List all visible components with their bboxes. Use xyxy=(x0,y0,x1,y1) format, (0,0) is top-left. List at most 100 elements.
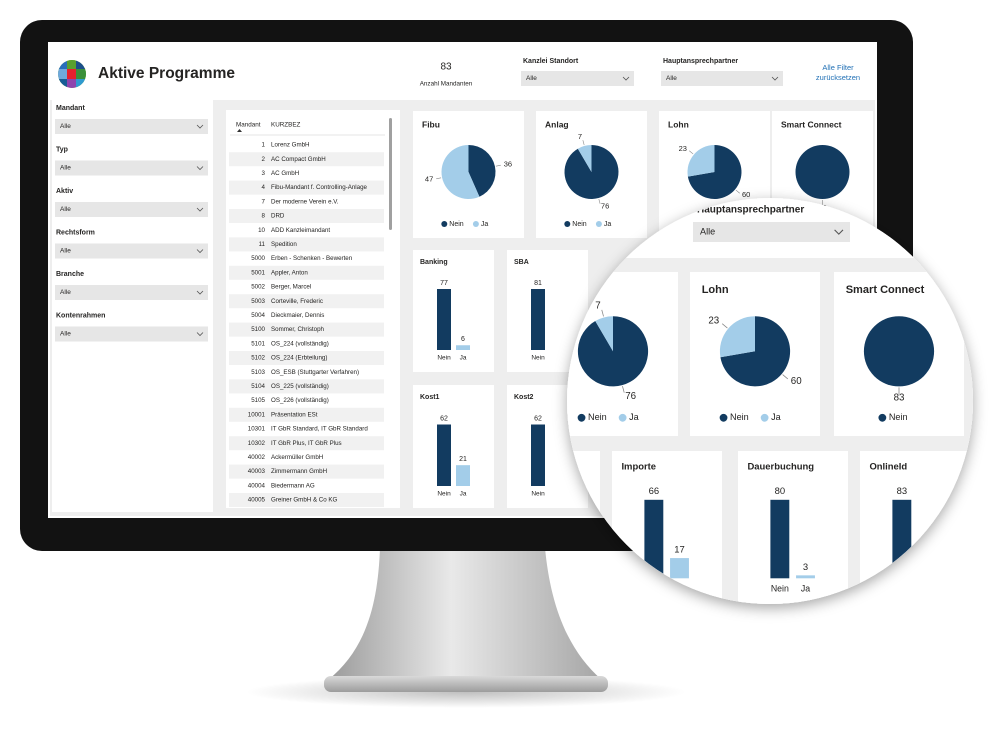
dropdown-box[interactable] xyxy=(55,160,208,176)
pie-slice xyxy=(720,316,791,387)
row-stripe xyxy=(229,436,384,451)
label-leader xyxy=(689,150,694,155)
chart-title: OnlineId xyxy=(869,462,907,473)
x-tick-label: Nein xyxy=(771,583,789,593)
x-tick-label: Ja xyxy=(801,583,810,593)
sidebar-filter-label: Aktiv xyxy=(56,188,73,195)
cell-name: Dieckmaier, Dennis xyxy=(271,312,324,319)
pie-slice xyxy=(863,316,935,387)
cell-name: Fibu-Mandant f. Controlling-Anlage xyxy=(271,184,368,191)
cell-number: 5102 xyxy=(251,355,265,362)
dropdown-box[interactable] xyxy=(661,71,783,86)
legend-label: Nein xyxy=(449,221,464,228)
cell-number: 3 xyxy=(262,170,266,177)
data-label: 62 xyxy=(440,415,448,422)
cell-name: IT GbR Plus, IT GbR Plus xyxy=(271,440,342,447)
label-leader xyxy=(436,177,442,180)
chart-title: Smart Connect xyxy=(846,284,925,296)
chevron xyxy=(196,290,204,295)
dropdown-box[interactable] xyxy=(55,326,208,342)
cell-number: 5003 xyxy=(251,298,265,305)
pie-slice xyxy=(564,145,619,199)
data-label: 23 xyxy=(679,144,687,153)
cell-name: Corteville, Frederic xyxy=(271,298,323,305)
data-label: 17 xyxy=(674,544,685,555)
filter-label: Hauptansprechpartner xyxy=(663,58,738,65)
data-label: 36 xyxy=(504,160,512,169)
chart-title: Dauerbuchung xyxy=(747,462,814,473)
cell-name: Lorenz GmbH xyxy=(271,142,310,149)
card xyxy=(738,451,848,604)
cell-number: 10001 xyxy=(248,411,266,418)
legend-swatch xyxy=(441,221,448,227)
legend-label: Ja xyxy=(481,221,489,228)
dropdown[interactable]: Alle xyxy=(521,71,634,86)
logo xyxy=(58,60,86,88)
dropdown[interactable]: Alle xyxy=(55,119,208,134)
monitor-base xyxy=(324,676,608,692)
x-tick-label: Nein xyxy=(437,355,451,362)
legend-label: Nein xyxy=(889,412,908,422)
data-label: 23 xyxy=(708,316,719,327)
reset-filters-link[interactable]: Alle Filter zurücksetzen xyxy=(815,63,861,82)
legend-swatch xyxy=(618,413,627,422)
pie-slice xyxy=(595,316,613,352)
sort-indicator xyxy=(237,129,242,132)
cell-name: Berger, Marcel xyxy=(271,284,311,291)
legend-label: Nein xyxy=(730,412,749,422)
cell-number: 40004 xyxy=(248,482,266,489)
pie-slice xyxy=(577,145,592,172)
card xyxy=(413,250,494,372)
reset-link-box: Alle Filter zurücksetzen xyxy=(815,63,861,82)
cell-name: Präsentation ESt xyxy=(271,411,318,418)
filter-label: Hauptansprechpartner xyxy=(697,205,804,216)
dropdown[interactable]: Alle xyxy=(55,326,208,342)
legend-swatch xyxy=(595,221,602,227)
card xyxy=(612,451,722,604)
row-stripe xyxy=(229,379,384,394)
dropdown-box[interactable] xyxy=(521,71,634,86)
label-leader xyxy=(735,189,740,194)
legend-swatch xyxy=(577,413,586,422)
dropdown-box[interactable] xyxy=(55,243,208,259)
x-tick-label: Nein xyxy=(531,355,545,362)
scrollbar xyxy=(389,118,392,230)
dropdown-box[interactable] xyxy=(55,202,208,217)
dropdown-box[interactable] xyxy=(55,119,208,134)
kpi-label: Anzahl Mandanten xyxy=(420,81,473,88)
dropdown[interactable]: Alle xyxy=(55,243,208,259)
data-label: 76 xyxy=(601,202,609,211)
cell-number: 8 xyxy=(262,213,266,220)
cell-name: Zimmermann GmbH xyxy=(271,468,327,475)
dropdown[interactable]: Alle xyxy=(661,71,783,86)
legend-swatch xyxy=(472,221,479,227)
dropdown-value: Alle xyxy=(666,75,677,82)
data-label: 60 xyxy=(742,190,750,199)
cell-name: DRD xyxy=(271,213,285,220)
data-label: 80 xyxy=(775,486,786,497)
data-label: 21 xyxy=(459,456,467,463)
label-leader xyxy=(601,309,604,317)
cell-number: 5101 xyxy=(251,340,265,347)
cell-name: Ackermüller GmbH xyxy=(271,454,323,461)
dropdown-box[interactable] xyxy=(55,285,208,300)
cell-name: Der moderne Verein e.V. xyxy=(271,198,339,205)
dropdown-box[interactable] xyxy=(693,222,850,242)
legend-swatch xyxy=(878,413,887,422)
x-tick-label: Ja xyxy=(460,491,467,498)
dropdown[interactable]: Alle xyxy=(55,160,208,176)
dropdown[interactable]: Alle xyxy=(55,202,208,217)
x-tick-label: Ja xyxy=(675,583,684,593)
label-leader xyxy=(782,374,789,380)
dropdown[interactable]: Alle xyxy=(55,285,208,300)
bar xyxy=(770,499,790,579)
chevron xyxy=(196,249,204,254)
cell-name: OS_225 (vollständig) xyxy=(271,383,329,390)
cell-number: 5103 xyxy=(251,369,265,376)
cell-name: OS_224 (vollständig) xyxy=(271,340,329,347)
chart-title: Kost1 xyxy=(420,394,440,401)
legend-swatch xyxy=(564,221,571,227)
chart-title: Anlag xyxy=(545,119,569,129)
dropdown[interactable]: Alle xyxy=(693,222,850,242)
